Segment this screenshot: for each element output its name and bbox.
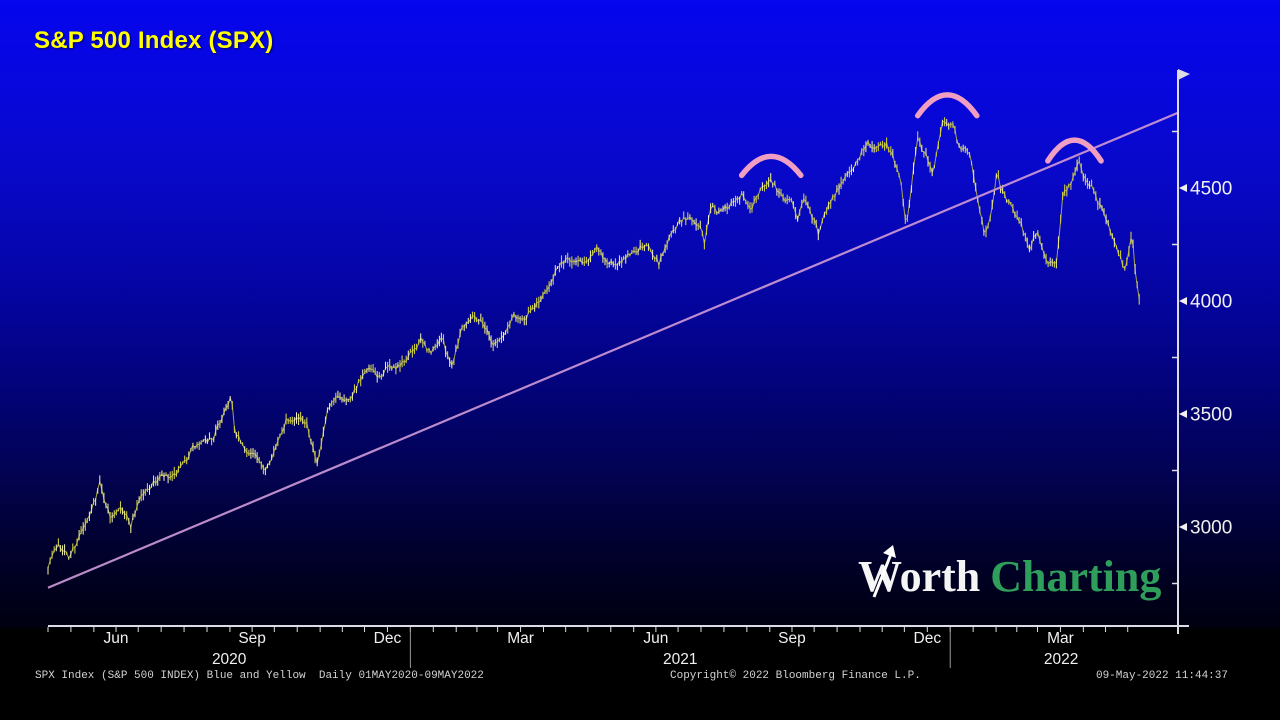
x-axis-year-label: 2022 — [1044, 651, 1078, 668]
x-axis-month-label: Jun — [643, 630, 668, 647]
chart-background-gradient — [0, 0, 1280, 628]
x-axis-labels: Jun Sep Dec Mar Jun Sep Dec Mar 2020 2021 2022 — [104, 630, 1079, 668]
trendline-layer — [47, 111, 1179, 589]
x-axis-month-label: Mar — [1047, 630, 1074, 647]
top-arc-annotation — [1045, 137, 1104, 164]
worth-charting-logo: Worth Charting — [858, 545, 1162, 602]
logo-charting: Charting — [990, 552, 1162, 601]
logo-up-arrow-icon — [872, 545, 896, 598]
logo-worth: Worth — [858, 552, 981, 601]
price-bars-main — [49, 117, 1140, 565]
price-bars-light — [47, 119, 1136, 575]
x-axis-month-label: Jun — [104, 630, 129, 647]
price-bars-pale — [55, 119, 1107, 559]
y-axis-labeled-tick-arrow — [1179, 410, 1187, 418]
x-axis-year-label: 2020 — [212, 651, 247, 668]
y-axis-tick-label: 4000 — [1190, 292, 1232, 313]
x-axis-month-label: Mar — [507, 630, 534, 647]
top-annotation-arcs — [738, 92, 1104, 179]
x-axis-month-label: Sep — [238, 630, 266, 647]
x-axis-year-label: 2021 — [663, 651, 697, 668]
y-axis-labeled-tick-arrow — [1179, 523, 1187, 531]
footer-timestamp: 09-May-2022 11:44:37 — [1095, 670, 1228, 682]
support-trendline — [47, 111, 1179, 589]
y-axis-tick-label: 3000 — [1190, 518, 1232, 539]
y-axis-top-arrow-icon — [1178, 69, 1190, 80]
x-axis-ticks — [47, 627, 1129, 668]
top-arc-annotation — [914, 92, 980, 119]
x-axis-month-label: Sep — [778, 630, 806, 647]
axes — [48, 69, 1190, 634]
y-axis-tick-label: 4500 — [1190, 179, 1232, 200]
top-arc-annotation — [738, 153, 804, 179]
price-series-bars — [47, 117, 1140, 575]
x-axis-month-label: Dec — [914, 630, 942, 647]
y-axis-labeled-tick-arrow — [1179, 184, 1187, 192]
x-axis-month-label: Dec — [374, 630, 402, 647]
footer-copyright: Copyright© 2022 Bloomberg Finance L.P. — [670, 670, 921, 682]
y-axis-tick-label: 3500 — [1190, 405, 1232, 426]
y-axis-ticks: 3000 3500 4000 4500 — [1172, 130, 1232, 585]
page-title: S&P 500 Index (SPX) — [34, 27, 274, 54]
y-axis-labeled-tick-arrow — [1179, 297, 1187, 305]
footer-security-description: SPX Index (S&P 500 INDEX) Blue and Yello… — [35, 670, 484, 682]
